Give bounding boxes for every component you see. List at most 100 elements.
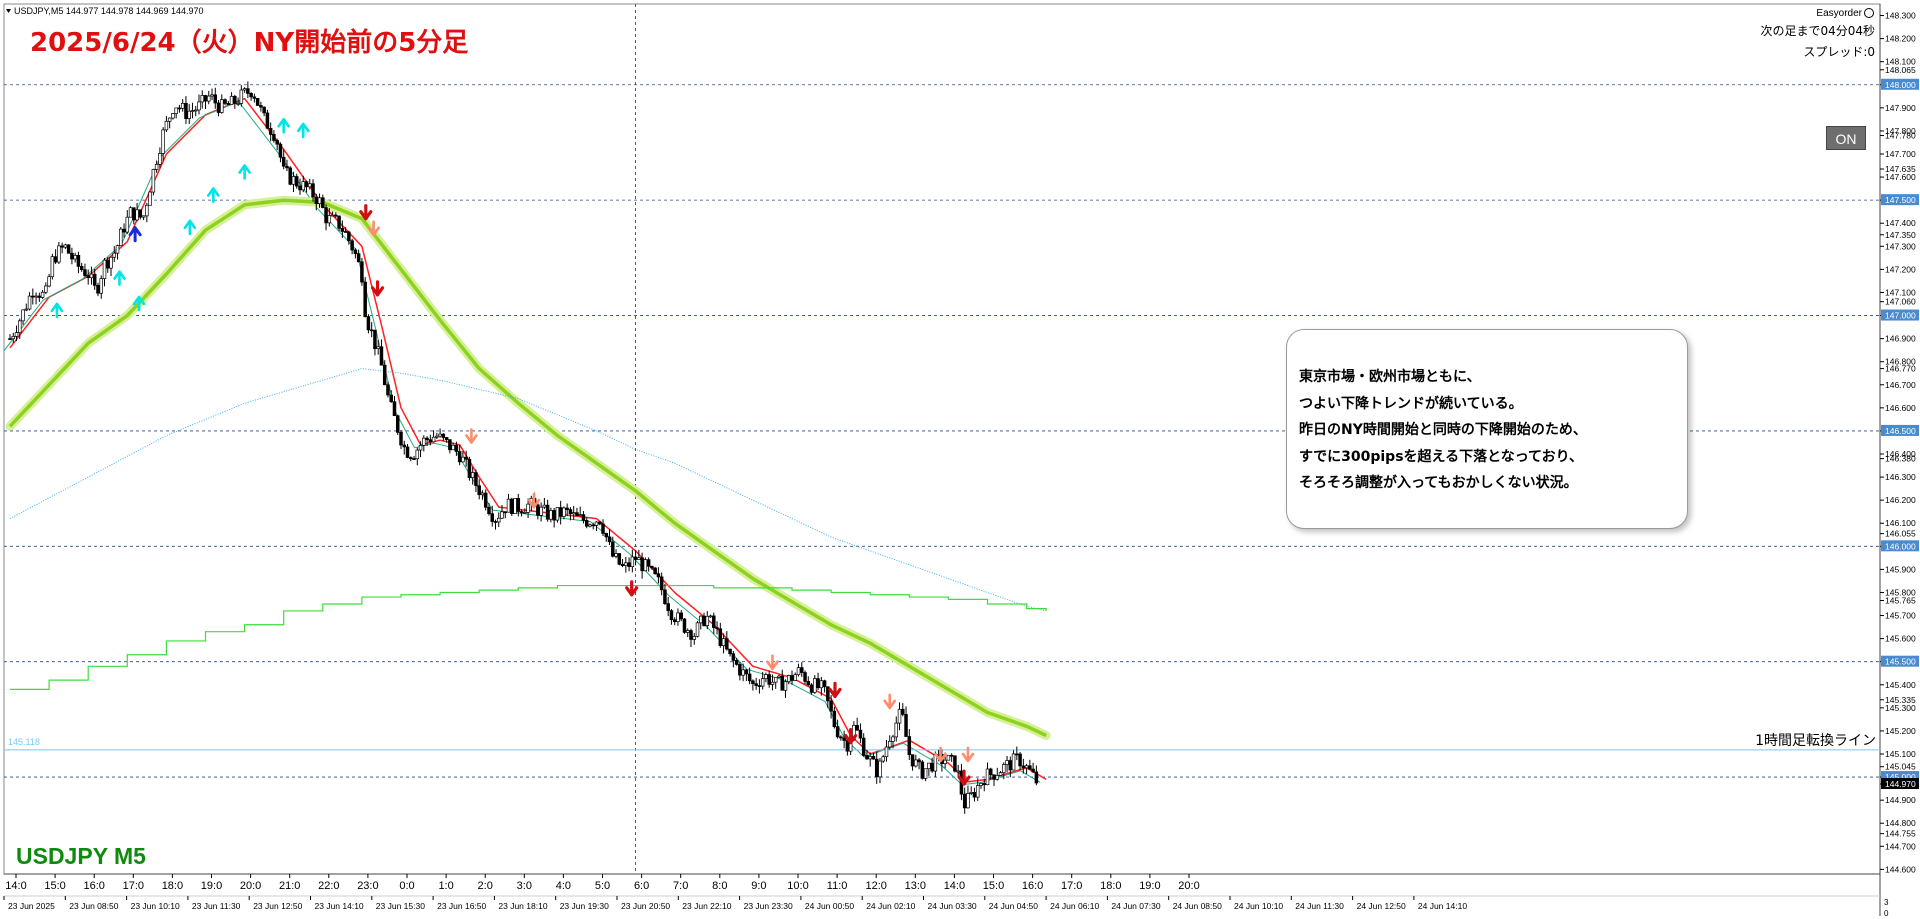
- candle-body: [350, 240, 354, 251]
- candle-body: [70, 252, 74, 260]
- candle-body: [330, 214, 335, 217]
- date-tick-label: 23 Jun 19:30: [560, 901, 609, 911]
- candle-body: [832, 710, 837, 728]
- candle-body: [53, 256, 58, 263]
- candle-body: [154, 164, 159, 170]
- candle-body: [536, 504, 540, 516]
- candle-body: [764, 674, 768, 679]
- candle-body: [699, 615, 703, 624]
- candle-body: [301, 181, 306, 191]
- price-tick-label: 145.000: [1885, 772, 1916, 782]
- candle-body: [855, 724, 859, 731]
- candle-body: [34, 295, 38, 298]
- candle-body: [216, 102, 221, 113]
- symbol-timeframe-label: USDJPY M5: [16, 843, 146, 869]
- price-tick-label: 146.500: [1885, 426, 1916, 436]
- collapse-icon[interactable]: [6, 9, 11, 13]
- time-tick-label: 18:0: [1100, 880, 1121, 892]
- date-tick-label: 23 Jun 16:50: [437, 901, 486, 911]
- time-tick-label: 8:0: [712, 880, 727, 892]
- candle-body: [409, 457, 413, 459]
- candle-body: [780, 675, 784, 691]
- time-tick-label: 21:0: [279, 880, 300, 892]
- price-tick-label: 147.700: [1885, 149, 1916, 159]
- candle-body: [259, 105, 263, 108]
- price-tick-label: 146.600: [1885, 403, 1916, 413]
- price-tick-label: 147.300: [1885, 241, 1916, 251]
- commentary-line: そろそろ調整が入ってもおかしくない状況。: [1299, 475, 1578, 491]
- candle-body: [141, 215, 146, 218]
- candle-body: [252, 96, 257, 99]
- candle-body: [242, 88, 247, 91]
- candle-body: [998, 772, 1003, 776]
- candle-body: [1021, 765, 1026, 769]
- candle-body: [490, 513, 494, 522]
- price-tick-label: 147.635: [1885, 164, 1916, 174]
- time-tick-label: 15:0: [983, 880, 1004, 892]
- price-tick-label: 145.600: [1885, 634, 1916, 644]
- price-tag-highlight: [1881, 540, 1919, 552]
- candle-body: [995, 775, 1000, 780]
- candle-body: [786, 675, 791, 683]
- candle-body: [281, 156, 286, 167]
- price-tick-label: 145.300: [1885, 703, 1916, 713]
- candle-body: [565, 507, 569, 510]
- buy-signal-arrow-icon: [277, 118, 290, 134]
- price-tick-label: 147.000: [1885, 311, 1916, 321]
- time-tick-label: 20:0: [240, 880, 261, 892]
- sell-signal-arrow-icon: [844, 727, 858, 745]
- date-tick-label: 23 Jun 20:50: [621, 901, 670, 911]
- candle-body: [516, 498, 521, 512]
- candle-body: [21, 309, 25, 322]
- candle-body: [174, 107, 178, 114]
- price-tick-label: 145.100: [1885, 749, 1916, 759]
- candle-body: [549, 510, 553, 520]
- candle-body: [894, 722, 899, 738]
- price-tick-label: 147.800: [1885, 126, 1916, 136]
- candle-body: [669, 610, 674, 621]
- candle-body: [637, 557, 641, 560]
- candle-body: [412, 458, 416, 460]
- sell-signal-arrow-icon: [828, 681, 842, 698]
- commentary-line: 東京市場・欧州市場ともに、: [1299, 369, 1481, 385]
- candle-body: [132, 207, 136, 221]
- candle-body: [630, 556, 635, 567]
- signal-arrows: [50, 118, 975, 786]
- price-tick-label: 146.770: [1885, 364, 1916, 374]
- candle-body: [992, 774, 996, 780]
- candle-body: [692, 635, 696, 640]
- sell-signal-arrow-icon: [527, 492, 541, 509]
- candle-body: [457, 451, 462, 463]
- candle-body: [708, 615, 713, 618]
- candle-body: [594, 521, 599, 526]
- candle-body: [177, 107, 182, 110]
- candle-body: [497, 517, 501, 523]
- date-tick-label: 24 Jun 08:50: [1173, 901, 1222, 911]
- candle-body: [725, 638, 729, 650]
- candle-body: [558, 507, 563, 517]
- date-tick-label: 23 Jun 11:30: [192, 901, 241, 911]
- time-tick-label: 14:0: [944, 880, 965, 892]
- on-button[interactable]: ON: [1826, 126, 1866, 150]
- time-tick-label: 10:0: [787, 880, 808, 892]
- candle-body: [366, 316, 371, 331]
- h1-turn-line-value: 145.118: [8, 737, 40, 747]
- candle-body: [321, 197, 325, 208]
- candle-body: [229, 95, 234, 105]
- candle-body: [731, 653, 736, 661]
- candle-body: [474, 472, 478, 486]
- price-tag-highlight: [1881, 424, 1919, 436]
- candle-body: [79, 266, 84, 271]
- candle-body: [923, 768, 928, 779]
- date-tick-label: 23 Jun 22:10: [682, 901, 731, 911]
- candle-body: [858, 729, 863, 739]
- candle-body: [760, 678, 765, 687]
- candle-body: [158, 153, 162, 165]
- candle-body: [718, 628, 723, 646]
- candle-body: [803, 672, 807, 682]
- candle-body: [451, 444, 455, 451]
- candle-body: [109, 256, 113, 269]
- candle-body: [767, 674, 771, 685]
- candle-body: [953, 755, 957, 772]
